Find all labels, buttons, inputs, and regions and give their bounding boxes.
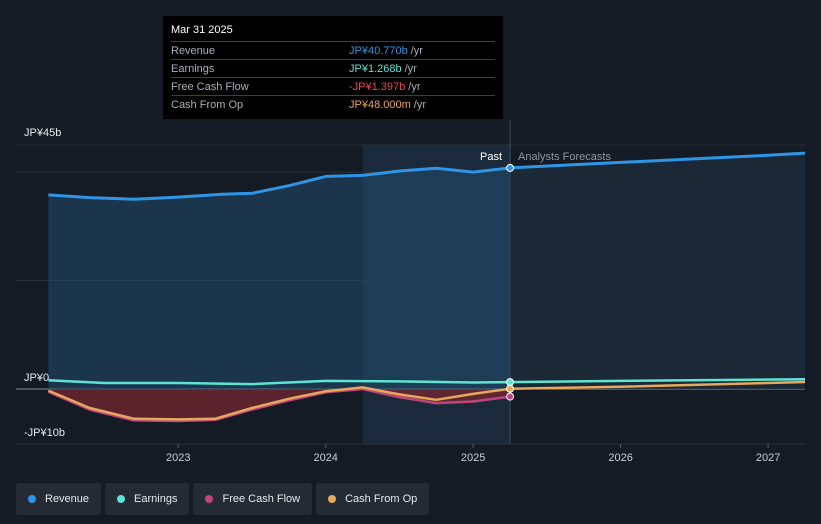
tooltip-unit: /yr <box>404 62 417 75</box>
tooltip-unit: /yr <box>413 98 426 111</box>
series-line-earnings <box>48 377 806 386</box>
y-tick-label: JP¥0 <box>24 372 49 384</box>
forecast-label: Analysts Forecasts <box>518 151 611 163</box>
series-line-cash-from-op <box>47 380 806 421</box>
x-tick-label: 2026 <box>608 452 632 464</box>
x-tick-label: 2025 <box>461 452 485 464</box>
series-line-free-cash-flow <box>47 387 511 423</box>
tooltip-date: Mar 31 2025 <box>171 24 233 36</box>
chart: JP¥45b JP¥0 -JP¥10b 2023 2024 2025 2026 2027 Pas… <box>16 120 806 464</box>
tooltip-value: JP¥1.268b <box>349 62 402 75</box>
past-label: Past <box>480 151 502 163</box>
tooltip: Mar 31 2025 Revenue JP¥40.770b /yr Earni… <box>163 16 503 119</box>
legend-item-earnings[interactable]: Earnings <box>105 483 190 515</box>
legend-label: Earnings <box>134 493 178 505</box>
tooltip-row-earnings: Earnings JP¥1.268b /yr <box>171 59 495 77</box>
free-cash-flow-dot-icon <box>205 495 214 503</box>
legend-item-revenue[interactable]: Revenue <box>16 483 102 515</box>
cash-from-op-dot-icon <box>328 495 337 503</box>
tooltip-value: JP¥40.770b <box>349 44 408 57</box>
tooltip-label: Free Cash Flow <box>171 80 249 93</box>
x-tick-label: 2023 <box>166 452 190 464</box>
tooltip-value: -JP¥1.397b <box>349 80 406 93</box>
earnings-dot-icon <box>117 495 126 503</box>
legend-item-free-cash-flow[interactable]: Free Cash Flow <box>193 483 313 515</box>
legend-item-cash-from-op[interactable]: Cash From Op <box>316 483 430 515</box>
marker-point <box>506 384 515 393</box>
tooltip-row-cash-from-op: Cash From Op JP¥48.000m /yr <box>171 95 495 113</box>
marker-point <box>506 163 515 172</box>
tooltip-label: Cash From Op <box>171 98 244 111</box>
tooltip-unit: /yr <box>410 44 423 57</box>
x-tick-label: 2027 <box>756 452 780 464</box>
y-tick-label: -JP¥10b <box>24 427 65 439</box>
tooltip-row-revenue: Revenue JP¥40.770b /yr <box>171 41 495 59</box>
revenue-area <box>48 167 511 389</box>
x-tick-label: 2024 <box>313 452 337 464</box>
revenue-dot-icon <box>28 495 36 503</box>
y-tick-label: JP¥45b <box>24 127 61 139</box>
free-cash-flow-area <box>48 389 511 421</box>
tooltip-label: Revenue <box>171 44 216 57</box>
tooltip-unit: /yr <box>408 80 421 93</box>
series-line-revenue <box>48 151 806 201</box>
revenue-forecast-area <box>510 153 805 389</box>
marker-point <box>506 392 515 401</box>
legend-label: Revenue <box>45 493 90 505</box>
legend: Revenue Earnings Free Cash Flow Cash Fro… <box>16 483 430 515</box>
marker-point <box>506 378 515 387</box>
tooltip-row-free-cash-flow: Free Cash Flow -JP¥1.397b /yr <box>171 77 495 95</box>
legend-label: Cash From Op <box>345 493 418 505</box>
tooltip-value: JP¥48.000m <box>349 98 411 111</box>
legend-label: Free Cash Flow <box>222 493 301 505</box>
tooltip-label: Earnings <box>171 62 215 75</box>
